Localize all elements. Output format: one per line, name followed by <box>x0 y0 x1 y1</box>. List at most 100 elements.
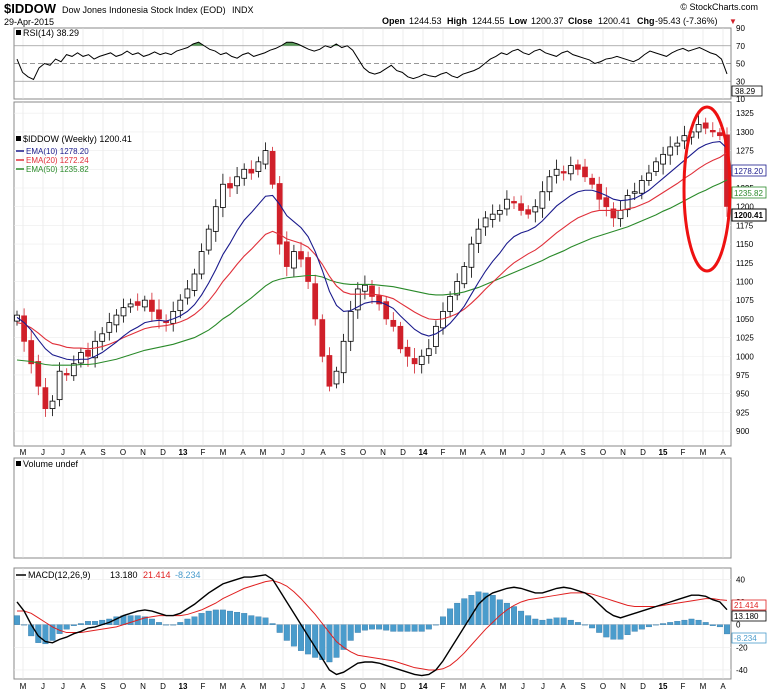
candle-body <box>14 314 20 322</box>
macd-histogram-bar <box>390 624 397 632</box>
x-tick-label-top: F <box>681 448 686 457</box>
candle-body <box>376 295 382 305</box>
signal-line <box>17 579 728 671</box>
macd-layer <box>14 574 731 677</box>
candle-body <box>567 165 574 175</box>
candle-body <box>205 228 212 251</box>
candle-body <box>418 355 425 365</box>
signal-last-badge: 21.414 <box>731 599 767 611</box>
macd-histogram-bar <box>276 624 283 633</box>
macd-histogram-bar <box>596 624 603 633</box>
x-tick-label-top: J <box>301 448 305 457</box>
macd-histogram-bar <box>127 615 134 625</box>
macd-histogram-bar <box>567 619 574 625</box>
candle-body <box>709 130 716 133</box>
x-tick-label-top: J <box>541 448 545 457</box>
macd-histogram-bar <box>624 624 631 635</box>
macd-title-value: 13.180 <box>110 570 138 580</box>
macd-histogram-bar <box>674 621 681 625</box>
candle-body <box>191 273 198 291</box>
hist-last-badge: -8.234 <box>731 632 767 644</box>
macd-y-tick-40: 40 <box>736 575 745 584</box>
candle-body <box>717 132 723 137</box>
candle-body <box>227 183 233 189</box>
ema10-legend-text: EMA(10) 1278.20 <box>26 147 89 156</box>
candle-body <box>283 241 290 267</box>
x-tick-label-top: A <box>240 448 246 457</box>
chg-label: Chg <box>637 16 655 26</box>
x-tick-label-bottom: S <box>100 682 105 691</box>
candle-body <box>134 301 141 306</box>
x-tick-label-bottom: A <box>480 682 486 691</box>
candle-body <box>660 153 666 165</box>
macd-histogram-bar <box>148 618 155 625</box>
x-tick-label-bottom: O <box>600 682 606 691</box>
x-tick-label-bottom: M <box>700 682 707 691</box>
candle-body <box>149 299 155 312</box>
macd-histogram-bar <box>14 615 20 625</box>
macd-last-value: 13.180 <box>734 612 759 621</box>
candle-body <box>518 203 524 211</box>
macd-histogram-bar <box>63 624 70 630</box>
ohlc-summary: Open 1244.53 High 1244.55 Low 1200.37 Cl… <box>382 16 737 26</box>
x-tick-label-top: 15 <box>659 448 668 457</box>
candle-body <box>362 284 368 292</box>
candle-body <box>646 172 652 181</box>
candle-body <box>347 310 354 342</box>
price-y-tick-1275: 1275 <box>736 147 754 156</box>
x-tick-label-top: 14 <box>419 448 428 457</box>
price-y-tick-1300: 1300 <box>736 128 754 137</box>
candle-body <box>234 176 240 187</box>
macd-histogram-bar <box>262 617 269 625</box>
x-tick-label-top: O <box>120 448 126 457</box>
price-y-tick-1100: 1100 <box>736 277 754 286</box>
macd-histogram-bar <box>241 613 248 625</box>
candle-body <box>525 209 532 215</box>
rsi-panel <box>13 27 732 100</box>
macd-histogram-bar <box>290 624 297 647</box>
x-tick-label-top: A <box>80 448 86 457</box>
x-tick-label-bottom: D <box>400 682 406 691</box>
candle-body <box>603 197 610 208</box>
macd-histogram-bar <box>354 624 361 633</box>
macd-y-tick--20: -20 <box>736 643 748 652</box>
candle-body <box>425 348 432 356</box>
rsi-y-tick-50: 50 <box>736 60 745 69</box>
price-y-tick-1050: 1050 <box>736 315 754 324</box>
candle-body <box>198 251 205 275</box>
macd-histogram-bar <box>35 624 42 643</box>
x-tick-label-bottom: M <box>20 682 27 691</box>
low-label: Low <box>509 16 528 26</box>
rsi-title: RSI(14) 38.29 <box>16 28 79 38</box>
x-tick-label-bottom: F <box>441 682 446 691</box>
rsi-y-tick-70: 70 <box>736 42 745 51</box>
macd-histogram-bar <box>582 624 588 626</box>
macd-histogram-bar <box>709 624 716 626</box>
candle-body <box>511 201 517 204</box>
macd-histogram-bar <box>397 624 404 632</box>
price-y-tick-950: 950 <box>736 390 750 399</box>
x-tick-label-bottom: D <box>160 682 166 691</box>
watermark: © StockCharts.com <box>680 2 758 12</box>
macd-histogram-bar <box>695 619 702 625</box>
rsi-y-tick-30: 30 <box>736 77 745 86</box>
macd-y-tick--40: -40 <box>736 666 748 675</box>
candle-body <box>560 171 567 174</box>
macd-histogram-bar <box>191 616 198 625</box>
candle-body <box>212 206 219 232</box>
candle-body <box>546 176 553 193</box>
x-tick-label-top: D <box>400 448 406 457</box>
x-tick-label-bottom: N <box>380 682 386 691</box>
ema10-last-value: 1278.20 <box>734 167 763 176</box>
candle-body <box>532 206 539 213</box>
macd-histogram-bar <box>170 624 177 626</box>
x-tick-label-top: A <box>560 448 566 457</box>
ema-legend: EMA(10) 1278.20 EMA(20) 1272.24 EMA(50) … <box>16 147 89 174</box>
macd-histogram-bar <box>255 616 262 625</box>
macd-histogram-bar <box>688 618 695 625</box>
macd-histogram-bar <box>653 624 659 626</box>
close-value: 1200.41 <box>598 16 631 26</box>
candle-body <box>63 373 70 376</box>
macd-histogram-bar <box>42 624 49 645</box>
macd-histogram-bar <box>347 624 354 641</box>
